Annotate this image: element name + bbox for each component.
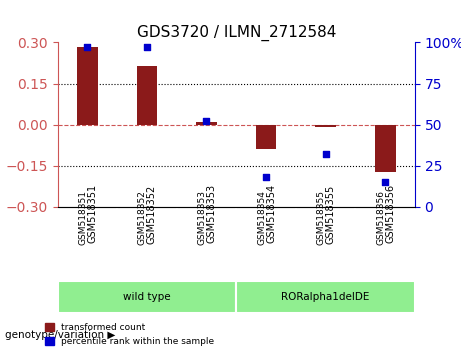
Point <box>262 174 270 180</box>
Bar <box>136 66 157 125</box>
Text: GSM518352: GSM518352 <box>147 184 157 244</box>
Title: GDS3720 / ILMN_2712584: GDS3720 / ILMN_2712584 <box>136 25 336 41</box>
Bar <box>375 125 396 172</box>
Text: GSM518356: GSM518356 <box>385 184 395 244</box>
Text: genotype/variation ▶: genotype/variation ▶ <box>5 330 115 339</box>
Text: GSM518356: GSM518356 <box>376 190 385 245</box>
Bar <box>255 125 277 149</box>
Text: GSM518351: GSM518351 <box>88 184 97 244</box>
Text: GSM518352: GSM518352 <box>138 190 147 245</box>
Legend: transformed count, percentile rank within the sample: transformed count, percentile rank withi… <box>41 320 218 349</box>
Text: wild type: wild type <box>123 292 171 302</box>
Point <box>322 151 329 157</box>
Point <box>84 45 91 50</box>
Bar <box>196 122 217 125</box>
Text: RORalpha1delDE: RORalpha1delDE <box>281 292 370 302</box>
Point <box>203 119 210 124</box>
Bar <box>77 47 98 125</box>
Text: GSM518355: GSM518355 <box>317 190 325 245</box>
Text: GSM518351: GSM518351 <box>78 190 88 245</box>
FancyBboxPatch shape <box>236 281 415 313</box>
FancyBboxPatch shape <box>58 281 236 313</box>
Text: GSM518354: GSM518354 <box>266 184 276 244</box>
Text: GSM518353: GSM518353 <box>207 184 217 244</box>
Bar <box>315 125 336 127</box>
Text: GSM518355: GSM518355 <box>325 184 336 244</box>
Point <box>381 179 389 185</box>
Point <box>143 45 151 50</box>
Text: GSM518353: GSM518353 <box>197 190 207 245</box>
Text: GSM518354: GSM518354 <box>257 190 266 245</box>
